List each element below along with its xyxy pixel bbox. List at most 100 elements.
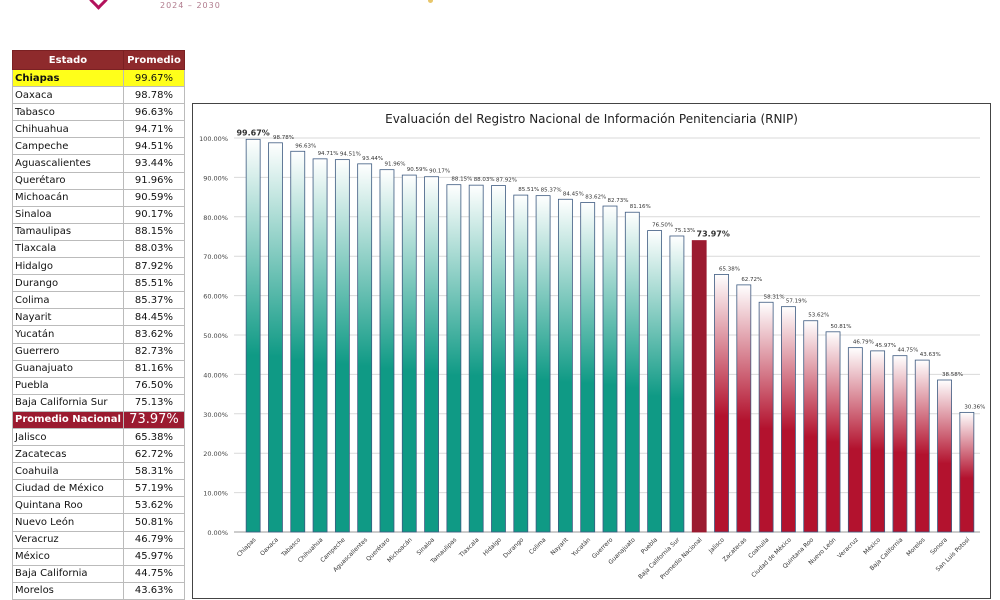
- bar: [446, 184, 462, 533]
- bar: [803, 320, 819, 533]
- promedio-cell: 75.13%: [122, 393, 186, 412]
- y-tick-label: 40.00%: [203, 371, 228, 379]
- table-row: Nayarit 84.45%: [12, 308, 186, 327]
- estado-cell: Michoacán: [12, 188, 124, 207]
- promedio-cell: 91.96%: [122, 171, 186, 190]
- y-tick-label: 10.00%: [203, 490, 228, 498]
- bar: [334, 159, 350, 533]
- table-row: Campeche 94.51%: [12, 137, 186, 156]
- bar: [468, 184, 484, 533]
- chart-title: Evaluación del Registro Nacional de Info…: [385, 112, 798, 126]
- promedio-cell: 90.17%: [122, 205, 186, 224]
- table-row: Sinaloa 90.17%: [12, 205, 186, 224]
- estado-cell: Veracruz: [12, 530, 124, 549]
- estado-cell: Guanajuato: [12, 359, 124, 378]
- table-row: Baja California 44.75%: [12, 564, 186, 583]
- bar: [245, 138, 261, 533]
- promedio-cell: 94.51%: [122, 137, 186, 156]
- table-row: Tabasco 96.63%: [12, 103, 186, 122]
- data-label: 62.72%: [741, 277, 762, 283]
- table-row: Ciudad de México 57.19%: [12, 479, 186, 498]
- data-label: 96.63%: [295, 143, 316, 149]
- bar: [312, 158, 328, 533]
- table-row: Veracruz 46.79%: [12, 530, 186, 549]
- col-header-promedio: Promedio: [122, 50, 186, 70]
- bar: [914, 359, 930, 533]
- bar: [736, 284, 752, 533]
- rnip-chart: Evaluación del Registro Nacional de Info…: [192, 103, 991, 599]
- promedio-cell: 83.62%: [122, 325, 186, 344]
- data-label: 50.81%: [831, 324, 852, 330]
- data-label: 91.96%: [384, 162, 405, 168]
- estado-cell: Promedio Nacional: [12, 410, 124, 429]
- header-years: 2024 – 2030: [160, 1, 221, 10]
- y-tick-label: 70.00%: [203, 253, 228, 261]
- promedio-cell: 82.73%: [122, 342, 186, 361]
- x-tick-label: Morelos: [905, 536, 926, 557]
- x-tick-label: Hidalgo: [482, 536, 503, 557]
- x-tick-label: Oaxaca: [259, 536, 280, 557]
- promedio-cell: 46.79%: [122, 530, 186, 549]
- bar: [892, 355, 908, 533]
- promedio-cell: 90.59%: [122, 188, 186, 207]
- promedio-cell: 81.16%: [122, 359, 186, 378]
- table-row: Guanajuato 81.16%: [12, 359, 186, 378]
- data-label: 43.63%: [920, 352, 941, 358]
- estado-cell: Baja California Sur: [12, 393, 124, 412]
- table-row: México 45.97%: [12, 547, 186, 566]
- x-tick-label: Zacatecas: [721, 536, 748, 563]
- table-row: Yucatán 83.62%: [12, 325, 186, 344]
- estado-cell: Nuevo León: [12, 513, 124, 532]
- data-label: 81.16%: [630, 204, 651, 210]
- promedio-cell: 44.75%: [122, 564, 186, 583]
- promedio-cell: 62.72%: [122, 445, 186, 464]
- estado-cell: Tlaxcala: [12, 239, 124, 259]
- bar: [580, 202, 596, 533]
- bar: [290, 150, 306, 533]
- table-row: Tamaulipas 88.15%: [12, 222, 186, 241]
- chart-svg: 0.00% 10.00% 20.00% 30.00% 40.00% 50.00% 60.00…: [199, 128, 985, 581]
- bar: [602, 205, 618, 533]
- promedio-cell: 50.81%: [122, 513, 186, 532]
- x-tick-label: Baja California Sur: [637, 536, 682, 581]
- x-tick-label: Tlaxcala: [457, 536, 480, 559]
- table-row: Colima 85.37%: [12, 291, 186, 310]
- y-tick-label: 20.00%: [203, 450, 228, 458]
- data-label: 58.31%: [764, 294, 785, 300]
- estado-cell: Jalisco: [12, 427, 124, 447]
- bar: [937, 379, 952, 533]
- x-tick-label: Yucatán: [570, 536, 592, 558]
- y-tick-label: 0.00%: [207, 529, 228, 537]
- table-row: Puebla 76.50%: [12, 376, 186, 395]
- promedio-cell: 85.37%: [122, 291, 186, 310]
- table-row: Guerrero 82.73%: [12, 342, 186, 361]
- promedio-cell: 88.03%: [122, 239, 186, 259]
- data-label: 88.03%: [474, 177, 495, 183]
- table-row: Tlaxcala 88.03%: [12, 239, 186, 259]
- bar: [669, 235, 685, 533]
- promedio-cell: 57.19%: [122, 479, 186, 498]
- estado-cell: Tabasco: [12, 103, 124, 122]
- promedio-cell: 85.51%: [122, 274, 186, 293]
- promedio-cell: 87.92%: [122, 257, 186, 276]
- bar: [714, 274, 729, 533]
- table-row: Chihuahua 94.71%: [12, 120, 186, 139]
- estado-cell: Baja California: [12, 564, 124, 583]
- table-row: Oaxaca 98.78%: [12, 86, 186, 105]
- bar: [424, 176, 439, 533]
- estado-cell: Sinaloa: [12, 205, 124, 224]
- data-label: 90.59%: [407, 167, 428, 173]
- table-row: Hidalgo 87.92%: [12, 257, 186, 276]
- y-tick-label: 100.00%: [199, 135, 228, 143]
- x-tick-label: Durango: [502, 536, 525, 559]
- bar: [513, 194, 529, 533]
- bar: [491, 185, 506, 533]
- estado-cell: Querétaro: [12, 171, 124, 190]
- table-row: Chiapas 99.67%: [12, 68, 186, 88]
- bar: [379, 169, 395, 533]
- y-tick-label: 50.00%: [203, 332, 228, 340]
- data-label: 44.75%: [897, 348, 918, 354]
- national-average-row: Promedio Nacional 73.97%: [12, 410, 186, 429]
- y-tick-label: 30.00%: [203, 411, 228, 419]
- data-label: 83.62%: [585, 195, 606, 201]
